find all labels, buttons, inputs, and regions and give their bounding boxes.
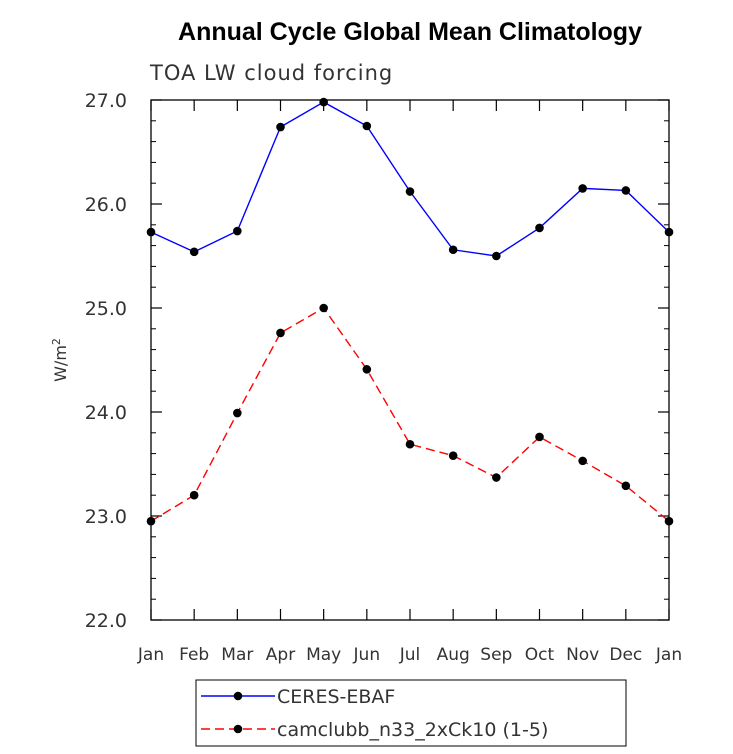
x-tick-label: Aug bbox=[437, 645, 470, 665]
data-point-series-1 bbox=[233, 226, 242, 236]
chart-title: Annual Cycle Global Mean Climatology bbox=[178, 18, 642, 46]
data-point-series-2 bbox=[578, 456, 587, 466]
series-line-2 bbox=[150, 307, 670, 522]
data-point-series-2 bbox=[319, 303, 328, 313]
data-point-series-1 bbox=[319, 97, 328, 107]
data-point-series-1 bbox=[362, 121, 372, 131]
series-line-1 bbox=[150, 101, 670, 257]
x-tick-label: Jun bbox=[353, 645, 381, 665]
legend-label-1: CERES-EBAF bbox=[277, 686, 395, 708]
y-tick-label: 23.0 bbox=[85, 506, 127, 528]
legend: CERES-EBAF camclubb_n33_2xCk10 (1-5) bbox=[195, 679, 627, 747]
x-tick-label: Jan bbox=[137, 645, 164, 665]
data-point-series-1 bbox=[492, 251, 501, 261]
data-point-series-2 bbox=[405, 439, 415, 449]
legend-box bbox=[195, 679, 627, 747]
y-tick-label: 27.0 bbox=[85, 90, 127, 112]
data-point-series-1 bbox=[664, 227, 674, 237]
y-axis-label: W/m2 bbox=[50, 338, 70, 382]
y-tick-label: 22.0 bbox=[85, 610, 127, 632]
data-point-series-2 bbox=[276, 328, 285, 338]
data-point-series-2 bbox=[621, 481, 631, 491]
x-tick-label: Apr bbox=[266, 645, 295, 665]
data-point-series-1 bbox=[405, 187, 415, 196]
x-tick-label: Sep bbox=[480, 645, 512, 665]
data-point-series-1 bbox=[621, 186, 631, 195]
y-tick-label: 24.0 bbox=[85, 402, 127, 424]
y-tick-label: 26.0 bbox=[85, 194, 127, 216]
data-point-series-1 bbox=[189, 247, 199, 257]
x-tick-label: Oct bbox=[525, 645, 555, 665]
legend-marker-2 bbox=[233, 724, 243, 734]
x-tick-label: Mar bbox=[221, 645, 253, 665]
y-tick-label: 25.0 bbox=[85, 298, 127, 320]
data-point-series-2 bbox=[362, 365, 372, 374]
data-point-series-2 bbox=[535, 432, 544, 442]
plot-frame bbox=[150, 99, 670, 621]
x-axis: Jan Feb Mar Apr May Jun Jul Aug Sep Oct Nov Dec Jan bbox=[137, 100, 682, 665]
y-axis: 22.0 23.0 24.0 25.0 26.0 27.0 bbox=[85, 90, 669, 632]
data-point-series-1 bbox=[448, 245, 458, 255]
data-point-series-2 bbox=[189, 490, 199, 500]
x-tick-label: Jan bbox=[655, 645, 682, 665]
legend-label-2: camclubb_n33_2xCk10 (1-5) bbox=[277, 719, 548, 741]
data-point-series-2 bbox=[492, 473, 501, 482]
legend-marker-1 bbox=[233, 691, 243, 701]
data-point-series-2 bbox=[448, 451, 458, 460]
data-point-series-1 bbox=[578, 184, 587, 193]
x-tick-label: Dec bbox=[609, 645, 642, 665]
data-point-series-1 bbox=[146, 227, 156, 237]
data-point-series-2 bbox=[664, 516, 674, 526]
data-point-series-2 bbox=[146, 516, 156, 526]
x-tick-label: May bbox=[306, 645, 341, 665]
x-tick-label: Feb bbox=[179, 645, 209, 665]
data-point-series-1 bbox=[535, 223, 544, 233]
data-point-series-1 bbox=[276, 122, 285, 132]
series-layer bbox=[146, 97, 674, 526]
x-tick-label: Nov bbox=[566, 645, 599, 665]
data-point-series-2 bbox=[233, 408, 242, 418]
plot-border bbox=[150, 99, 670, 621]
chart-subtitle: TOA LW cloud forcing bbox=[149, 61, 393, 85]
x-tick-label: Jul bbox=[399, 645, 421, 665]
